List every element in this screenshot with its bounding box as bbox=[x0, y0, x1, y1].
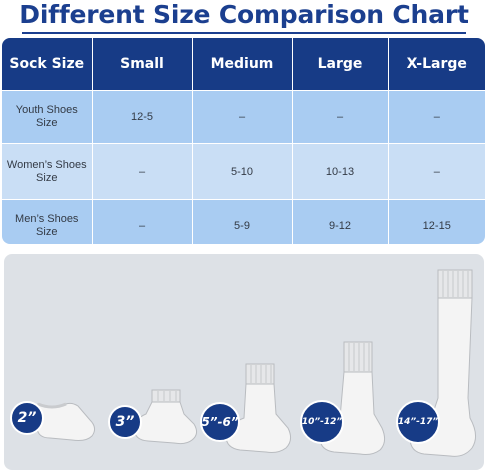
table-cell: – bbox=[92, 199, 193, 244]
table-cell: – bbox=[192, 90, 293, 144]
header-small: Small bbox=[92, 38, 193, 91]
sock-length-badge-10-12in: 10”-12” bbox=[300, 400, 344, 444]
ankle-sock-image bbox=[133, 389, 198, 445]
row-label-youth: Youth Shoes Size bbox=[2, 90, 93, 144]
sock-length-panel: 2” 3” 5”-6” 10”-12” 14”-17” bbox=[4, 254, 484, 470]
no-show-sock-image bbox=[36, 402, 96, 441]
table-row-women: Women’s Shoes Size – 5-10 10-13 – bbox=[2, 143, 485, 200]
header-x-large: X-Large bbox=[388, 38, 485, 91]
sock-length-badge-2in: 2” bbox=[10, 401, 44, 435]
row-label-women: Women’s Shoes Size bbox=[2, 143, 93, 200]
size-table: Sock Size Small Medium Large X-Large You… bbox=[2, 38, 485, 244]
table-cell: 5-9 bbox=[192, 199, 293, 244]
table-cell: – bbox=[388, 90, 485, 144]
table-cell: 10-13 bbox=[292, 143, 389, 200]
table-cell: – bbox=[92, 143, 193, 200]
chart-title: Different Size Comparison Chart bbox=[19, 0, 469, 29]
sock-length-badge-14-17in: 14”-17” bbox=[396, 400, 440, 444]
table-cell: – bbox=[388, 143, 485, 200]
table-row-men: Men’s Shoes Size – 5-9 9-12 12-15 bbox=[2, 199, 485, 244]
sock-length-badge-3in: 3” bbox=[108, 405, 142, 439]
quarter-sock-image bbox=[225, 363, 292, 453]
table-row-youth: Youth Shoes Size 12-5 – – – bbox=[2, 90, 485, 144]
table-cell: – bbox=[292, 90, 389, 144]
table-cell: 9-12 bbox=[292, 199, 389, 244]
title-underline bbox=[22, 32, 466, 34]
table-cell: 12-15 bbox=[388, 199, 485, 244]
table-cell: 12-5 bbox=[92, 90, 193, 144]
header-medium: Medium bbox=[192, 38, 293, 91]
table-cell: 5-10 bbox=[192, 143, 293, 200]
header-sock-size: Sock Size bbox=[2, 38, 93, 91]
sock-length-badge-5-6in: 5”-6” bbox=[200, 402, 240, 442]
row-label-men: Men’s Shoes Size bbox=[2, 199, 93, 244]
header-large: Large bbox=[292, 38, 389, 91]
